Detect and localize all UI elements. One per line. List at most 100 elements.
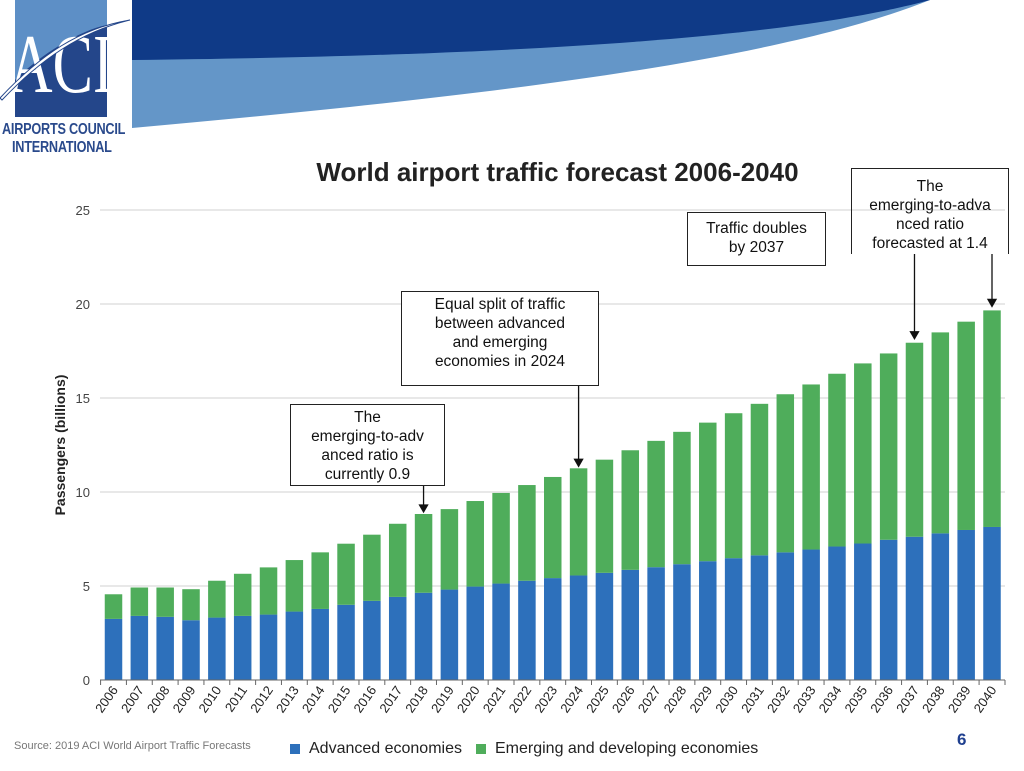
x-tick-label: 2031 [738, 683, 767, 715]
page-number: 6 [957, 730, 967, 749]
x-tick-label: 2030 [712, 683, 741, 715]
bar-advanced [311, 608, 329, 680]
bar-emerging [544, 476, 562, 579]
bar-emerging [647, 440, 665, 568]
bar-emerging [905, 342, 924, 537]
x-tick-label: 2036 [867, 683, 896, 715]
bar-emerging [879, 353, 898, 540]
bar-emerging [259, 567, 278, 615]
bar-emerging [285, 560, 304, 612]
bar-emerging [595, 459, 614, 573]
bar-emerging [233, 573, 252, 616]
bar-emerging [208, 580, 226, 618]
bar-advanced [233, 615, 252, 680]
y-tick-label: 5 [83, 579, 90, 594]
bar-emerging [621, 450, 640, 570]
bar-advanced [388, 596, 407, 680]
x-tick-label: 2009 [170, 683, 199, 715]
x-tick-label: 2013 [273, 683, 302, 715]
bar-advanced [156, 616, 174, 680]
chart-title: World airport traffic forecast 2006-2040 [316, 157, 799, 187]
y-tick-label: 20 [76, 297, 90, 312]
bar-advanced [828, 546, 846, 680]
bar-emerging [388, 523, 407, 597]
bar-advanced [544, 578, 562, 680]
x-tick-label: 2012 [247, 683, 276, 715]
annotation-current-ratio: The emerging-to-adv anced ratio is curre… [290, 404, 445, 486]
bar-emerging [363, 534, 381, 601]
bar-advanced [414, 592, 433, 680]
arrow-head-icon [986, 298, 998, 308]
source-note: Source: 2019 ACI World Airport Traffic F… [14, 740, 251, 752]
bar-advanced [130, 615, 149, 680]
banner-dark-band [132, 0, 930, 60]
bar-emerging [983, 310, 1001, 527]
legend-swatch-emerging [475, 744, 486, 754]
x-tick-label: 2011 [222, 683, 250, 715]
x-tick-label: 2035 [841, 683, 870, 715]
bar-advanced [285, 611, 304, 680]
bar-emerging [130, 587, 149, 616]
legend-label-advanced: Advanced economies [309, 740, 462, 757]
bar-advanced [621, 569, 640, 680]
bar-advanced [931, 533, 950, 680]
bar-emerging [156, 587, 174, 617]
bar-advanced [699, 561, 717, 680]
x-tick-label: 2038 [919, 683, 948, 715]
bar-advanced [905, 536, 924, 680]
x-tick-label: 2023 [531, 683, 560, 715]
legend-swatch-advanced [290, 744, 300, 754]
x-tick-label: 2018 [402, 683, 431, 715]
x-tick-label: 2014 [299, 683, 328, 715]
x-tick-label: 2034 [816, 683, 845, 715]
x-tick-label: 2016 [350, 683, 379, 715]
bar-emerging [182, 589, 200, 621]
x-tick-label: 2021 [480, 683, 509, 715]
bar-emerging [311, 552, 329, 609]
bar-emerging [724, 413, 743, 559]
bar-emerging [337, 543, 355, 605]
bar-advanced [569, 575, 588, 680]
x-tick-label: 2017 [376, 683, 405, 715]
x-tick-label: 2033 [790, 683, 819, 715]
bar-advanced [983, 526, 1001, 680]
bar-advanced [854, 543, 872, 680]
bar-advanced [776, 552, 795, 680]
bar-emerging [673, 431, 691, 565]
bar-emerging [440, 509, 459, 590]
bar-emerging [828, 373, 846, 547]
bar-advanced [182, 620, 200, 680]
x-tick-label: 2026 [609, 683, 638, 715]
x-tick-label: 2040 [971, 683, 1000, 715]
x-tick-label: 2020 [454, 683, 483, 715]
arrow-head-icon [909, 331, 920, 341]
bar-advanced [673, 564, 691, 680]
logo-name-line2: INTERNATIONAL [12, 139, 112, 156]
bar-advanced [466, 586, 484, 680]
y-tick-label: 25 [76, 203, 90, 218]
bar-emerging [414, 513, 433, 593]
x-tick-label: 2008 [144, 683, 173, 715]
bar-advanced [647, 567, 665, 680]
bar-emerging [518, 485, 536, 581]
bar-advanced [337, 604, 355, 680]
y-tick-label: 10 [76, 485, 90, 500]
logo-name-line1: AIRPORTS COUNCIL [2, 121, 126, 138]
bar-emerging [104, 594, 123, 619]
annotation-forecast-ratio: The emerging-to-adva nced ratio forecast… [851, 168, 1009, 254]
bar-advanced [957, 529, 975, 680]
bar-advanced [363, 600, 381, 680]
x-tick-label: 2022 [505, 683, 534, 715]
x-tick-label: 2032 [764, 683, 793, 715]
bar-emerging [802, 384, 820, 550]
x-tick-label: 2010 [195, 683, 224, 715]
header-banner: ACI [0, 0, 930, 128]
arrow-head-icon [418, 504, 429, 514]
x-tick-label: 2028 [661, 683, 690, 715]
x-tick-label: 2019 [428, 683, 457, 715]
x-tick-label: 2006 [92, 683, 121, 715]
bar-emerging [750, 403, 769, 556]
bar-advanced [208, 617, 226, 680]
bar-advanced [518, 580, 536, 680]
legend-label-emerging: Emerging and developing economies [494, 740, 759, 757]
